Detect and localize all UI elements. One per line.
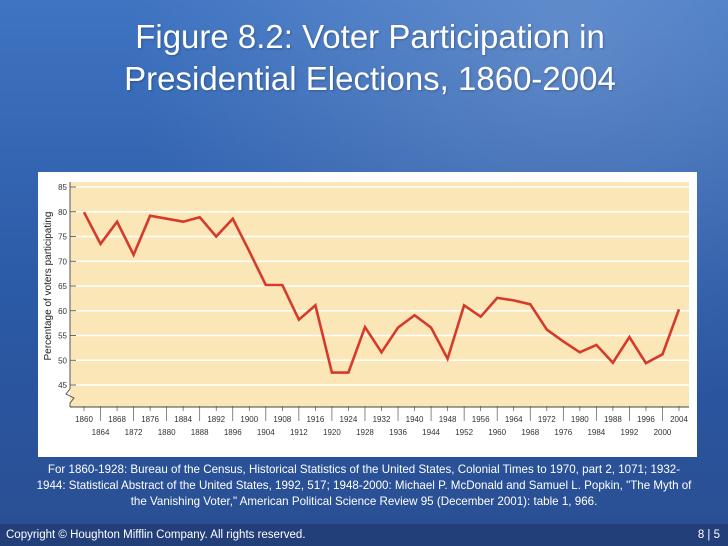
x-tick-label-top: 1932	[373, 415, 391, 424]
x-tick-label-top: 1892	[207, 415, 225, 424]
x-tick-label-bottom: 1976	[554, 428, 572, 437]
x-tick-label-top: 1860	[75, 415, 93, 424]
page-number: 8 | 5	[697, 529, 720, 541]
x-tick-label-top: 1988	[604, 415, 622, 424]
x-tick-label-bottom: 1896	[224, 428, 242, 437]
x-tick-label-top: 1884	[174, 415, 192, 424]
title-line-1: Figure 8.2: Voter Participation in	[135, 18, 605, 55]
y-tick-label: 75	[58, 233, 67, 242]
footer-bar: Copyright © Houghton Mifflin Company. Al…	[0, 524, 728, 546]
x-tick-label-top: 1956	[472, 415, 490, 424]
y-tick-label: 65	[58, 282, 67, 291]
x-tick-label-bottom: 1944	[422, 428, 440, 437]
x-tick-label-bottom: 1936	[389, 428, 407, 437]
x-tick-label-top: 1964	[505, 415, 523, 424]
x-tick-label-bottom: 1920	[323, 428, 341, 437]
x-tick-label-bottom: 1880	[158, 428, 176, 437]
slide-title: Figure 8.2: Voter Participation in Presi…	[70, 16, 670, 100]
x-tick-label-bottom: 1960	[488, 428, 506, 437]
x-tick-label-top: 1972	[538, 415, 556, 424]
y-axis-label: Percentage of voters participating	[43, 212, 54, 361]
x-tick-label-top: 1996	[637, 415, 655, 424]
turnout-series-line	[82, 211, 681, 374]
x-tick-label-top: 1924	[340, 415, 358, 424]
source-note: For 1860-1928: Bureau of the Census, His…	[36, 463, 692, 508]
axis-break-mark	[65, 388, 75, 407]
x-tick-label-top: 1980	[571, 415, 589, 424]
x-tick-label-bottom: 2000	[654, 428, 672, 437]
y-tick-label: 85	[58, 183, 67, 192]
copyright-text: Copyright © Houghton Mifflin Company. Al…	[6, 529, 306, 541]
x-tick-label-bottom: 1864	[92, 428, 110, 437]
x-tick-label-top: 1916	[306, 415, 324, 424]
chart-panel: 45 50 55 60 65 70 75 80 85 Percentage of voters p…	[38, 172, 697, 457]
x-tick-label-bottom: 1912	[290, 428, 308, 437]
x-tick-label-bottom: 1928	[356, 428, 374, 437]
voter-participation-chart: 45 50 55 60 65 70 75 80 85 Percentage of voters p…	[43, 182, 689, 437]
x-tick-label-bottom: 1904	[257, 428, 275, 437]
y-tick-label: 70	[58, 257, 67, 266]
x-tick-label-top: 1868	[108, 415, 126, 424]
plot-area	[70, 182, 689, 407]
x-tick-label-top: 1876	[141, 415, 159, 424]
x-tick-label-bottom: 1992	[621, 428, 639, 437]
x-tick-label-bottom: 1968	[521, 428, 539, 437]
x-tick-label-top: 1948	[439, 415, 457, 424]
x-tick-label-bottom: 1872	[125, 428, 143, 437]
y-tick-label: 60	[58, 307, 67, 316]
title-line-2: Presidential Elections, 1860-2004	[124, 60, 616, 97]
x-tick-label-top: 1940	[406, 415, 424, 424]
x-tick-label-top: 1908	[273, 415, 291, 424]
y-tick-label: 80	[58, 208, 67, 217]
x-tick-label-top: 2004	[670, 415, 688, 424]
x-tick-label-top: 1900	[240, 415, 258, 424]
x-tick-label-bottom: 1888	[191, 428, 209, 437]
y-tick-label: 50	[58, 356, 67, 365]
x-tick-label-bottom: 1984	[587, 428, 605, 437]
x-tick-label-bottom: 1952	[455, 428, 473, 437]
y-tick-label: 55	[58, 332, 67, 341]
y-tick-label: 45	[58, 381, 67, 390]
